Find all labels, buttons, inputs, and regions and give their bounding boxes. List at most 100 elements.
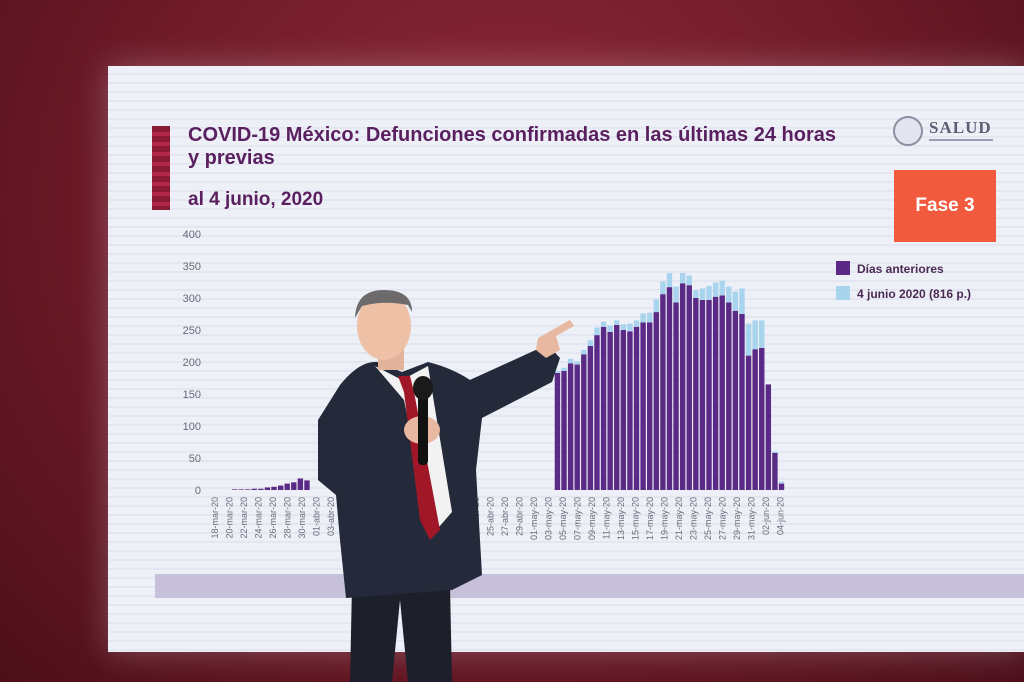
bar-previous — [693, 298, 699, 490]
y-tick-label: 300 — [183, 293, 201, 305]
x-tick-label: 29-may-20 — [732, 497, 742, 540]
bar-today — [673, 286, 679, 303]
bar-previous — [732, 310, 739, 490]
legend-label-previous: Días anteriores — [857, 262, 944, 276]
bar-today — [660, 281, 666, 295]
bar-previous — [291, 482, 297, 490]
bar-today — [587, 340, 594, 346]
bar-today — [607, 325, 613, 332]
bar-previous — [574, 364, 580, 490]
x-tick-label: 29-abr-20 — [515, 497, 525, 536]
bar-previous — [673, 302, 679, 490]
title-accent-bar — [152, 126, 170, 210]
x-tick-label: 19-may-20 — [660, 497, 670, 540]
slide-subtitle: al 4 junio, 2020 — [188, 189, 324, 210]
bar-today — [633, 320, 640, 327]
bar-previous — [271, 486, 277, 490]
bar-previous — [258, 488, 264, 490]
y-tick-label: 100 — [183, 421, 201, 433]
presenter-hair — [355, 290, 412, 318]
bar-today — [772, 451, 778, 453]
bar-today — [640, 313, 646, 323]
y-tick-label: 250 — [183, 325, 201, 337]
bar-previous — [587, 346, 594, 490]
bar-today — [666, 273, 673, 288]
bar-previous — [699, 299, 706, 490]
bar-today — [647, 312, 653, 323]
bar-previous — [706, 299, 712, 490]
bar-previous — [284, 483, 290, 490]
bar-today — [600, 321, 607, 327]
x-tick-label: 27-may-20 — [718, 497, 728, 540]
slide-bottom-band — [155, 574, 1024, 598]
x-tick-label: 03-may-20 — [544, 497, 554, 540]
bar-previous — [304, 480, 310, 490]
salud-logo: SALUD — [893, 116, 1003, 150]
projection-screen — [108, 66, 1024, 652]
legend-item-today: 4 junio 2020 (816 p.) — [836, 286, 971, 301]
logo-text: SALUD — [929, 118, 992, 137]
bar-today — [686, 275, 692, 286]
bar-previous — [666, 287, 673, 490]
y-tick-label: 50 — [189, 453, 201, 465]
bar-previous — [739, 314, 745, 490]
bar-today — [693, 290, 699, 298]
bar-today — [759, 320, 765, 348]
bar-previous — [686, 285, 692, 490]
x-tick-label: 15-may-20 — [631, 497, 641, 540]
logo-underline — [929, 139, 993, 141]
bar-previous — [752, 349, 758, 490]
x-tick-label: 13-may-20 — [616, 497, 626, 540]
x-tick-label: 05-may-20 — [558, 497, 568, 540]
x-tick-label: 17-may-20 — [645, 497, 655, 540]
bar-previous — [567, 363, 574, 490]
bar-previous — [277, 485, 284, 490]
bar-previous — [264, 487, 271, 490]
x-tick-label: 01-abr-20 — [312, 497, 322, 536]
x-tick-label: 31-may-20 — [747, 497, 757, 540]
bar-today — [732, 291, 739, 311]
x-tick-label: 28-mar-20 — [283, 497, 293, 539]
y-tick-label: 350 — [183, 261, 201, 273]
x-tick-label: 18-mar-20 — [210, 497, 220, 539]
bar-today — [739, 288, 745, 314]
bar-previous — [660, 294, 666, 490]
bar-today — [679, 273, 686, 284]
x-tick-label: 03-abr-20 — [326, 497, 336, 536]
bar-today — [752, 320, 758, 350]
y-tick-label: 150 — [183, 389, 201, 401]
bar-previous — [620, 330, 627, 490]
bar-previous — [561, 370, 567, 490]
bar-previous — [581, 354, 587, 490]
bar-previous — [772, 452, 778, 490]
x-tick-label: 01-may-20 — [529, 497, 539, 540]
bar-today — [574, 361, 580, 365]
bar-previous — [679, 283, 686, 490]
bar-previous — [238, 489, 244, 490]
x-tick-label: 25-may-20 — [703, 497, 713, 540]
presenter-arm — [470, 348, 552, 415]
bar-previous — [640, 322, 646, 490]
x-tick-label: 27-abr-20 — [500, 497, 510, 536]
microphone-icon — [418, 395, 428, 465]
microphone-head — [413, 376, 433, 400]
bar-previous — [297, 478, 304, 490]
screen-stripes — [108, 66, 1024, 652]
bar-previous — [251, 488, 257, 490]
x-tick-label: 30-mar-20 — [297, 497, 307, 539]
bar-today — [712, 282, 719, 297]
bar-today — [627, 323, 633, 332]
x-tick-label: 22-mar-20 — [239, 497, 249, 539]
x-tick-label: 07-may-20 — [573, 497, 583, 540]
bar-today — [614, 320, 620, 325]
x-tick-label: 09-may-20 — [587, 497, 597, 540]
bar-previous — [726, 302, 732, 490]
bar-previous — [778, 483, 785, 490]
bar-today — [778, 481, 785, 484]
y-axis: 0 50 100 150 200 250 300 350 400 — [183, 229, 201, 497]
x-tick-label: 24-mar-20 — [254, 497, 264, 539]
bar-previous — [614, 324, 620, 490]
x-tick-label: 20-mar-20 — [225, 497, 235, 539]
